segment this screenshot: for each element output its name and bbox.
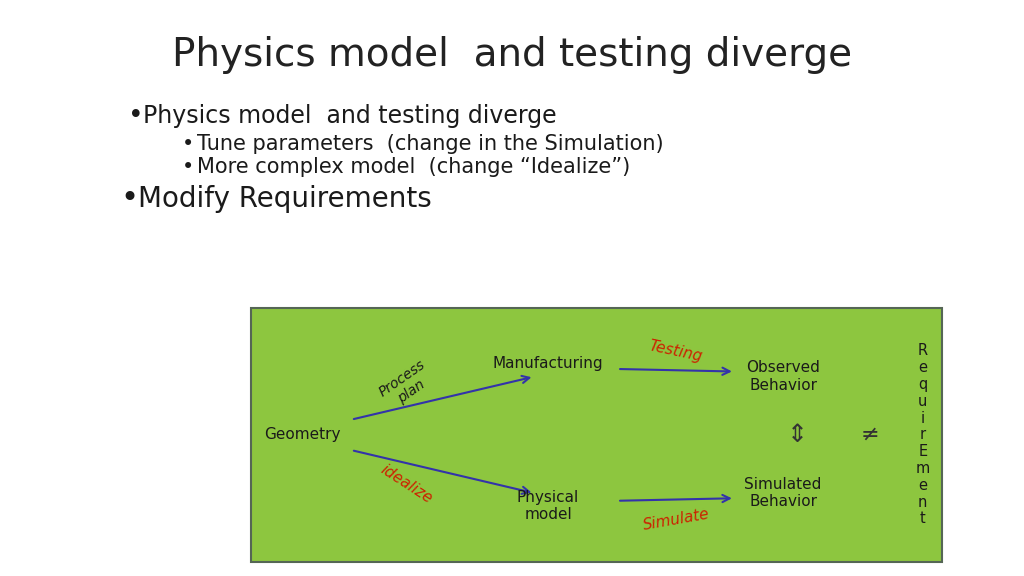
Text: Modify Requirements: Modify Requirements [138, 185, 432, 213]
Text: ≠: ≠ [860, 425, 879, 445]
Text: Simulated
Behavior: Simulated Behavior [744, 477, 822, 509]
Text: •: • [182, 134, 195, 154]
FancyArrowPatch shape [354, 376, 529, 419]
FancyBboxPatch shape [251, 308, 942, 562]
Text: ⇕: ⇕ [786, 423, 808, 447]
Text: More complex model  (change “Idealize”): More complex model (change “Idealize”) [197, 157, 630, 177]
Text: Manufacturing: Manufacturing [493, 357, 603, 372]
Text: Tune parameters  (change in the Simulation): Tune parameters (change in the Simulatio… [197, 134, 664, 154]
Text: •: • [121, 184, 139, 213]
Text: Observed
Behavior: Observed Behavior [746, 361, 820, 393]
Text: Simulate: Simulate [641, 506, 711, 533]
FancyArrowPatch shape [620, 367, 730, 375]
Text: Physics model  and testing diverge: Physics model and testing diverge [172, 36, 852, 74]
Text: Physics model  and testing diverge: Physics model and testing diverge [143, 104, 557, 128]
Text: Testing: Testing [648, 338, 705, 364]
Text: •: • [182, 157, 195, 177]
FancyArrowPatch shape [354, 451, 529, 494]
Text: •: • [128, 103, 143, 130]
Text: Geometry: Geometry [264, 427, 341, 442]
Text: Physical
model: Physical model [517, 490, 580, 522]
FancyArrowPatch shape [620, 495, 730, 502]
Text: R
e
q
u
i
r
E
m
e
n
t: R e q u i r E m e n t [915, 343, 930, 526]
Text: Process
plan: Process plan [376, 358, 437, 413]
Text: idealize: idealize [378, 462, 435, 506]
